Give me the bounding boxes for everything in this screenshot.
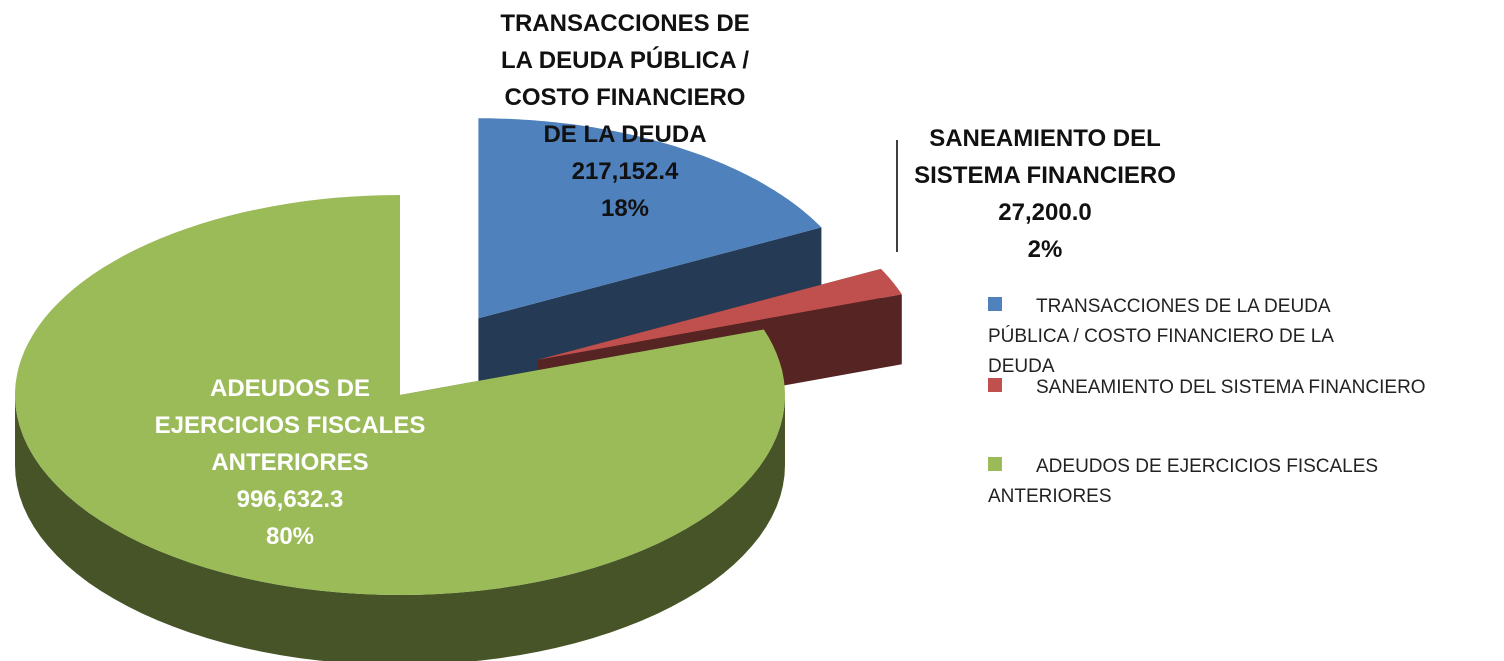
slice [15, 195, 785, 595]
category-label: ADEUDOS DE EJERCICIOS FISCALES ANTERIORE… [154, 375, 426, 476]
value-label: 217,152.4 [571, 158, 679, 185]
legend-swatch [988, 297, 1002, 311]
category-label: TRANSACCIONES DE LA DEUDA PÚBLICA / COST… [500, 10, 750, 148]
slice [538, 268, 902, 360]
percent-label: 80% [265, 523, 315, 550]
data-label: SANEAMIENTO DEL SISTEMA FINANCIERO 27,200… [890, 120, 1200, 268]
data-label: ADEUDOS DE EJERCICIOS FISCALES ANTERIORE… [140, 370, 440, 555]
slice-side [478, 227, 822, 389]
legend-swatch [988, 378, 1002, 392]
legend-item: SANEAMIENTO DEL SISTEMA FINANCIERO [988, 373, 1488, 403]
legend-swatch [988, 457, 1002, 471]
slice-side [15, 395, 785, 661]
legend-label: SANEAMIENTO DEL SISTEMA FINANCIERO [1036, 377, 1426, 398]
legend-label: ADEUDOS DE EJERCICIOS FISCALES ANTERIORE… [988, 456, 1379, 507]
legend-label: TRANSACCIONES DE LA DEUDA PÚBLICA / COST… [988, 296, 1333, 377]
percent-label: 2% [1027, 236, 1063, 263]
legend-item: TRANSACCIONES DE LA DEUDA PÚBLICA / COST… [988, 292, 1388, 382]
legend-item: ADEUDOS DE EJERCICIOS FISCALES ANTERIORE… [988, 452, 1408, 512]
value-label: 27,200.0 [998, 199, 1092, 226]
data-label: TRANSACCIONES DE LA DEUDA PÚBLICA / COST… [495, 5, 755, 227]
slice [478, 118, 822, 319]
percent-label: 18% [600, 195, 650, 222]
category-label: SANEAMIENTO DEL SISTEMA FINANCIERO [914, 125, 1176, 189]
value-label: 996,632.3 [236, 486, 344, 513]
